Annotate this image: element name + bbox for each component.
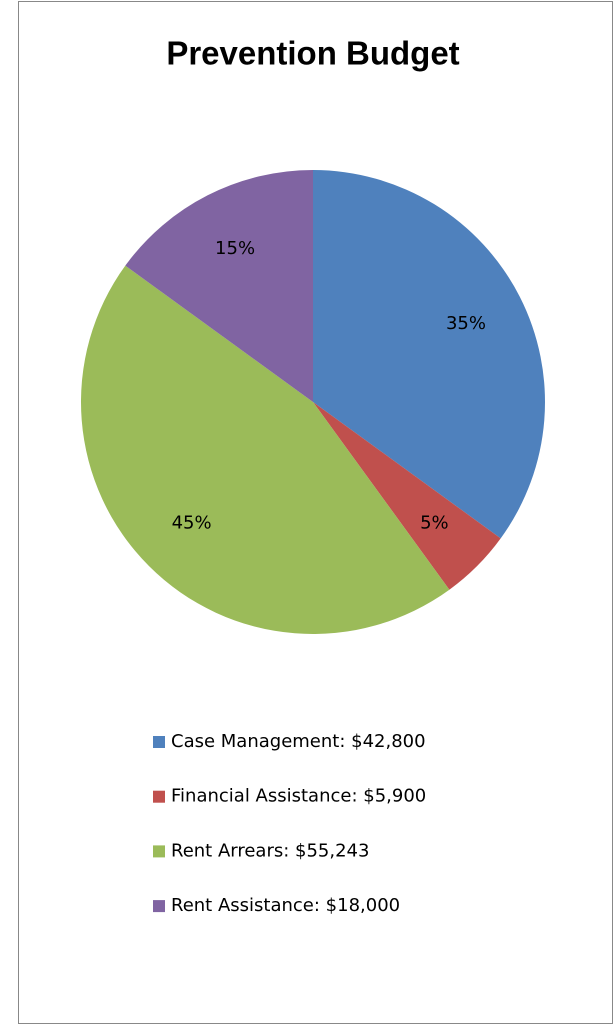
legend-label: Case Management: $42,800: [171, 731, 426, 752]
slice-label: 5%: [420, 512, 449, 533]
pie-slice: [313, 402, 501, 590]
legend-swatch: [153, 736, 165, 748]
legend-label: Rent Arrears: $55,243: [171, 840, 369, 861]
legend-swatch: [153, 845, 165, 858]
pie-slice: [313, 170, 545, 539]
slice-label: 35%: [446, 313, 486, 334]
legend-swatch: [153, 900, 165, 913]
chart-title: Prevention Budget: [166, 35, 459, 72]
legend-label: Financial Assistance: $5,900: [171, 786, 426, 807]
pie-slice: [81, 265, 450, 634]
legend-swatch: [153, 790, 165, 803]
legend-label: Rent Assistance: $18,000: [171, 895, 400, 916]
slice-label: 45%: [172, 512, 212, 533]
slice-label: 15%: [215, 238, 255, 259]
pie-slice: [125, 170, 313, 402]
